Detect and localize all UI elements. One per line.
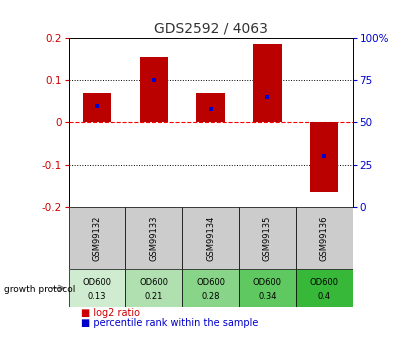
Text: 0.28: 0.28 <box>202 292 220 301</box>
Text: GSM99133: GSM99133 <box>149 215 158 261</box>
Text: OD600: OD600 <box>253 278 282 287</box>
Bar <box>310 122 339 192</box>
Text: ■ percentile rank within the sample: ■ percentile rank within the sample <box>81 318 258 327</box>
Text: OD600: OD600 <box>83 278 111 287</box>
Text: 0.4: 0.4 <box>318 292 331 301</box>
Text: GSM99135: GSM99135 <box>263 215 272 261</box>
Text: GSM99132: GSM99132 <box>92 215 102 261</box>
Bar <box>69 269 125 307</box>
Text: OD600: OD600 <box>139 278 168 287</box>
Bar <box>253 44 282 122</box>
Bar <box>296 207 353 269</box>
Text: OD600: OD600 <box>196 278 225 287</box>
Bar <box>296 269 353 307</box>
Text: GSM99134: GSM99134 <box>206 215 215 261</box>
Text: ■ log2 ratio: ■ log2 ratio <box>81 308 139 318</box>
Bar <box>139 57 168 122</box>
Title: GDS2592 / 4063: GDS2592 / 4063 <box>154 21 268 36</box>
Bar <box>239 269 296 307</box>
Bar <box>69 207 125 269</box>
Text: GSM99136: GSM99136 <box>320 215 329 261</box>
Bar <box>182 269 239 307</box>
Bar <box>83 93 111 122</box>
Bar <box>182 207 239 269</box>
Text: 0.34: 0.34 <box>258 292 276 301</box>
Bar <box>239 207 296 269</box>
Text: 0.13: 0.13 <box>88 292 106 301</box>
Text: growth protocol: growth protocol <box>4 285 75 294</box>
Bar <box>125 269 182 307</box>
Text: OD600: OD600 <box>310 278 339 287</box>
Text: 0.21: 0.21 <box>145 292 163 301</box>
Bar <box>125 207 182 269</box>
Bar <box>196 93 225 122</box>
